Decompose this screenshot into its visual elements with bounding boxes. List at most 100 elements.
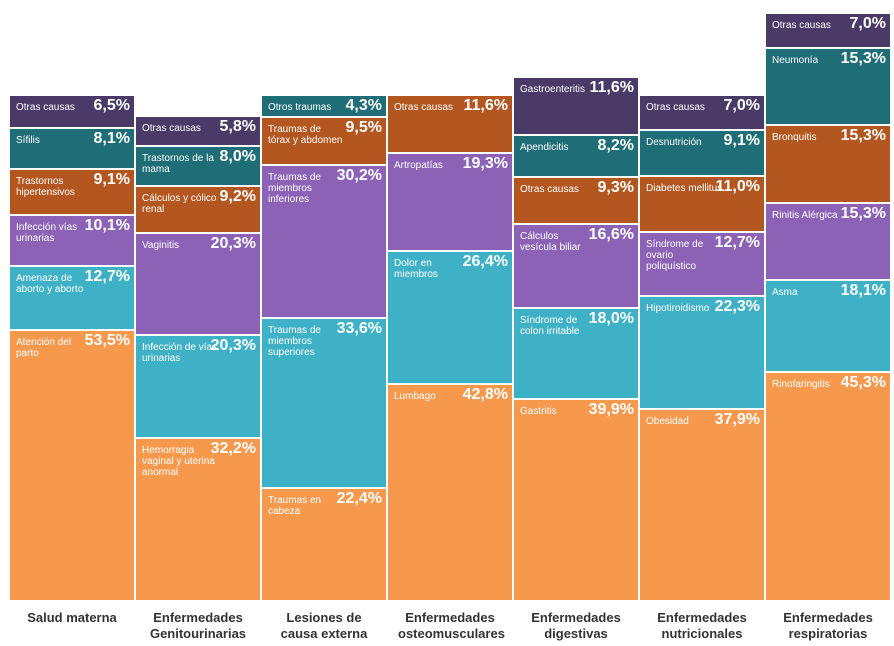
segment: 20,3% Vaginitis bbox=[136, 231, 260, 335]
segment-label: Otras causas bbox=[520, 183, 579, 195]
segment: 15,3% Neumonía bbox=[766, 46, 890, 125]
segment-label: Otras causas bbox=[646, 102, 705, 114]
segment: 22,4% Traumas en cabeza bbox=[262, 486, 386, 600]
value-label: 9,5% bbox=[345, 118, 382, 136]
segment: 12,7% Amenaza de aborto y aborto bbox=[10, 265, 134, 330]
value-label: 16,6% bbox=[588, 226, 634, 244]
segment-label: Trastornos hipertensivos bbox=[16, 175, 75, 198]
segment: 18,0% Síndrome de colon irritable bbox=[514, 307, 638, 399]
value-label: 8,2% bbox=[597, 137, 634, 155]
value-label: 37,9% bbox=[714, 411, 760, 429]
segment: 45,3% Rinofaringitis bbox=[766, 370, 890, 600]
segment-label: Gastritis bbox=[520, 406, 557, 418]
value-label: 15,3% bbox=[840, 49, 886, 67]
value-label: 32,2% bbox=[210, 440, 256, 458]
segment-label: Rinitis Alérgica bbox=[772, 209, 838, 221]
value-label: 9,1% bbox=[723, 132, 760, 150]
value-label: 30,2% bbox=[336, 166, 382, 184]
category-label: Enfermedades osteomusculares bbox=[398, 610, 505, 641]
value-label: 53,5% bbox=[84, 332, 130, 350]
value-label: 19,3% bbox=[462, 155, 508, 173]
segment-label: Hipotiroidismo bbox=[646, 303, 710, 315]
segment: 20,3% Infección de vías urinarias bbox=[136, 334, 260, 438]
segment: 4,3% Otros traumas bbox=[262, 94, 386, 116]
segment-label: Traumas en cabeza bbox=[268, 494, 321, 517]
segment-label: Gastroenteritis bbox=[520, 83, 586, 95]
segment: 42,8% Lumbago bbox=[388, 383, 512, 600]
value-label: 18,1% bbox=[840, 282, 886, 300]
segment-label: Síndrome de ovario poliquístico bbox=[646, 239, 704, 273]
category-label: Enfermedades respiratorias bbox=[783, 610, 873, 641]
segment-label: Asma bbox=[772, 287, 798, 299]
category-label: Lesiones de causa externa bbox=[280, 610, 368, 641]
segment-label: Traumas de miembros superiores bbox=[268, 324, 321, 358]
segment-label: Dolor en miembros bbox=[394, 257, 438, 280]
segment: 16,6% Cálculos vesícula biliar bbox=[514, 223, 638, 308]
category-label: Salud materna bbox=[27, 610, 117, 625]
value-label: 15,3% bbox=[840, 204, 886, 222]
value-label: 22,4% bbox=[336, 489, 382, 507]
segment: 7,0% Otras causas bbox=[766, 11, 890, 47]
segment-label: Infección de vías urinarias bbox=[142, 342, 218, 365]
segment: 9,3% Otras causas bbox=[514, 175, 638, 224]
segment-label: Otras causas bbox=[142, 123, 201, 135]
segment: 12,7% Síndrome de ovario poliquístico bbox=[640, 231, 764, 296]
value-label: 20,3% bbox=[210, 234, 256, 252]
segment: 15,3% Rinitis Alérgica bbox=[766, 201, 890, 280]
segment-label: Sífilis bbox=[16, 134, 40, 146]
value-label: 9,3% bbox=[597, 178, 634, 196]
segment: 9,5% Traumas de tórax y abdomen bbox=[262, 115, 386, 164]
segment: 9,1% Trastornos hipertensivos bbox=[10, 167, 134, 214]
segment: 39,9% Gastritis bbox=[514, 398, 638, 600]
value-label: 12,7% bbox=[714, 234, 760, 252]
segment-label: Diabetes mellitus bbox=[646, 183, 723, 195]
value-label: 9,1% bbox=[93, 170, 130, 188]
segment: 15,3% Bronquitis bbox=[766, 124, 890, 202]
segment: 11,6% Gastroenteritis bbox=[514, 75, 638, 135]
value-label: 45,3% bbox=[840, 373, 886, 391]
value-label: 11,6% bbox=[463, 96, 508, 114]
segment-label: Otras causas bbox=[394, 101, 453, 113]
segment: 9,1% Desnutrición bbox=[640, 129, 764, 176]
value-label: 12,7% bbox=[84, 268, 130, 286]
segment-label: Hemorragia vaginal y uterina anormal bbox=[142, 445, 215, 479]
segment-label: Obesidad bbox=[646, 416, 689, 428]
segment-label: Rinofaringitis bbox=[772, 378, 830, 390]
value-label: 4,3% bbox=[345, 97, 382, 115]
segment-label: Síndrome de colon irritable bbox=[520, 315, 580, 338]
segment-label: Otras causas bbox=[16, 102, 75, 114]
value-label: 22,3% bbox=[714, 298, 760, 316]
segment: 26,4% Dolor en miembros bbox=[388, 249, 512, 384]
segment: 11,0% Diabetes mellitus bbox=[640, 175, 764, 232]
value-label: 42,8% bbox=[462, 386, 508, 404]
value-label: 10,1% bbox=[84, 216, 130, 234]
segment-label: Neumonía bbox=[772, 54, 819, 66]
segment: 18,1% Asma bbox=[766, 279, 890, 371]
value-label: 7,0% bbox=[723, 97, 760, 115]
segment: 9,2% Cálculos y cólico renal bbox=[136, 185, 260, 232]
value-label: 11,0% bbox=[715, 178, 760, 196]
segment: 53,5% Atención del parto bbox=[10, 329, 134, 600]
value-label: 6,5% bbox=[93, 97, 130, 115]
value-label: 15,3% bbox=[840, 127, 886, 145]
segment-label: Vaginitis bbox=[142, 239, 180, 251]
segment-label: Atención del parto bbox=[16, 337, 72, 360]
segment-label: Cálculos vesícula biliar bbox=[520, 231, 581, 254]
segment-label: Infección vías urinarias bbox=[16, 221, 78, 244]
value-label: 5,8% bbox=[219, 118, 256, 136]
segment-label: Traumas de miembros inferiores bbox=[268, 171, 321, 205]
segment-label: Apendicitis bbox=[520, 142, 569, 154]
segment: 8,1% Sífilis bbox=[10, 126, 134, 168]
segment: 30,2% Traumas de miembros inferiores bbox=[262, 163, 386, 317]
segment: 32,2% Hemorragia vaginal y uterina anorma… bbox=[136, 437, 260, 600]
segment-label: Traumas de tórax y abdomen bbox=[268, 123, 343, 146]
segment: 8,2% Apendicitis bbox=[514, 134, 638, 176]
value-label: 8,0% bbox=[219, 147, 256, 165]
segment-label: Amenaza de aborto y aborto bbox=[16, 273, 84, 296]
segment: 5,8% Otras causas bbox=[136, 115, 260, 145]
segment-label: Desnutrición bbox=[646, 137, 702, 149]
segment: 22,3% Hipotiroidismo bbox=[640, 295, 764, 409]
value-label: 9,2% bbox=[219, 188, 256, 206]
segment: 8,0% Trastornos de la mama bbox=[136, 144, 260, 186]
